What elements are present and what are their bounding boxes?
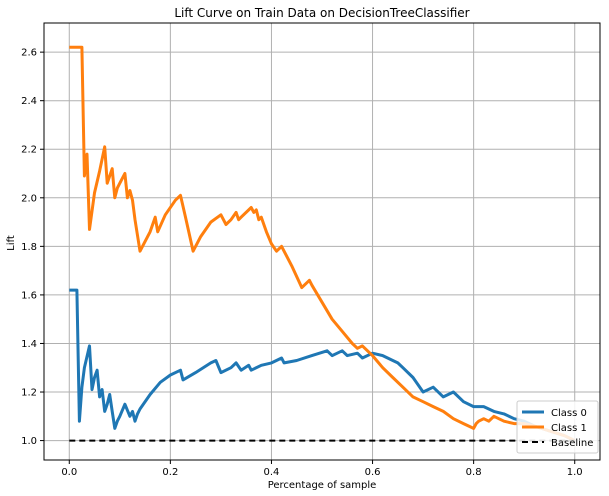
x-tick-label: 0.0 xyxy=(61,467,77,478)
y-tick-label: 2.0 xyxy=(21,193,37,204)
legend-box xyxy=(516,400,599,454)
legend: Class 0 Class 1 Baseline xyxy=(516,400,599,454)
y-tick-label: 1.0 xyxy=(21,436,37,447)
series-line-class-0 xyxy=(69,288,576,442)
x-tick-label: 0.8 xyxy=(466,467,482,478)
series-layer xyxy=(69,45,576,442)
y-tick-label: 1.8 xyxy=(21,242,37,253)
y-tick-label: 1.2 xyxy=(21,388,37,399)
legend-label-class-1: Class 1 xyxy=(551,423,587,434)
series-line-class-1 xyxy=(69,45,576,442)
x-tick-label: 1.0 xyxy=(567,467,583,478)
legend-label-baseline: Baseline xyxy=(551,438,593,449)
y-tick-label: 2.6 xyxy=(21,48,37,59)
legend-label-class-0: Class 0 xyxy=(551,408,587,419)
x-tick-label: 0.2 xyxy=(162,467,178,478)
x-axis-label: Percentage of sample xyxy=(268,480,377,491)
grid-layer xyxy=(44,23,600,460)
y-axis-label: Lift xyxy=(6,235,17,251)
y-tick-label: 2.2 xyxy=(21,145,37,156)
tick-layer: 0.0 0.2 0.4 0.6 0.8 1.0 1.0 1.2 1.4 1.6 1.8 2.0 2.2 2… xyxy=(21,48,583,478)
chart-title: Lift Curve on Train Data on DecisionTree… xyxy=(174,6,469,20)
y-tick-label: 1.4 xyxy=(21,339,37,350)
plot-frame xyxy=(43,22,601,461)
y-tick-label: 2.4 xyxy=(21,96,37,107)
y-tick-label: 1.6 xyxy=(21,290,37,301)
x-tick-label: 0.6 xyxy=(365,467,381,478)
x-tick-label: 0.4 xyxy=(264,467,280,478)
